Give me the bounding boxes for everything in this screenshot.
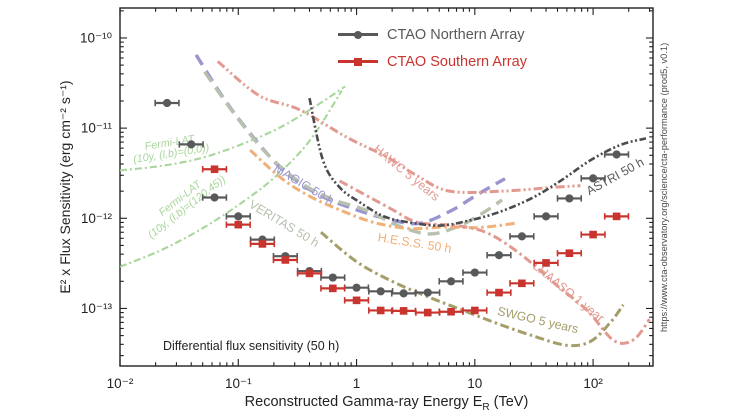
curve-swgo xyxy=(319,231,625,348)
svg-text:10⁻¹³: 10⁻¹³ xyxy=(81,301,113,316)
legend-label-north: CTAO Northern Array xyxy=(387,26,525,43)
series-ctao-north xyxy=(154,98,630,298)
svg-text:SWGO 5 years: SWGO 5 years xyxy=(496,304,580,336)
curve-label-swgo: SWGO 5 years xyxy=(496,304,580,336)
series-ctao-south xyxy=(201,165,630,317)
svg-text:VERITAS 50 h: VERITAS 50 h xyxy=(247,197,322,250)
legend-square-south-icon xyxy=(354,57,362,66)
watermark-url: https://www.cta-observatory.org/science/… xyxy=(659,42,669,332)
curve-label-hess: H.E.S.S. 50 h xyxy=(377,230,453,256)
curve-fermi-lat-hl xyxy=(119,90,343,268)
svg-text:Fermi-LAT(10y, (l,b)=(120,45)): Fermi-LAT(10y, (l,b)=(120,45)) xyxy=(139,165,228,242)
curve-label-magic: MAGIC 50 h xyxy=(271,161,336,208)
x-axis-title-main: Reconstructed Gamma-ray Energy E xyxy=(244,394,483,410)
x-axis-title: Reconstructed Gamma-ray Energy ER (TeV) xyxy=(120,394,653,413)
svg-text:10: 10 xyxy=(467,376,482,391)
svg-text:H.E.S.S. 50 h: H.E.S.S. 50 h xyxy=(377,230,453,256)
y-axis-title: E² x Flux Sensitivity (erg cm⁻² s⁻¹) xyxy=(57,80,73,294)
legend-item-south: CTAO Southern Array xyxy=(338,48,527,75)
curve-veritas xyxy=(203,70,504,236)
legend-label-south: CTAO Southern Array xyxy=(387,53,527,70)
curve-lhaaso xyxy=(338,179,651,345)
svg-text:10²: 10² xyxy=(583,376,603,391)
legend-dot-north-icon xyxy=(354,30,362,39)
svg-text:Fermi-LAT(10y, (l,b)=(0,0)): Fermi-LAT(10y, (l,b)=(0,0)) xyxy=(131,131,211,166)
legend-marker-north-icon xyxy=(338,28,378,42)
x-axis-title-sub: R xyxy=(482,401,490,413)
x-axis-title-unit: (TeV) xyxy=(489,394,529,410)
x-tick-labels: 10⁻² 10⁻¹ 1 10 10² xyxy=(107,376,604,391)
chart-legend: CTAO Northern Array CTAO Southern Array xyxy=(338,21,527,75)
svg-text:10⁻¹⁰: 10⁻¹⁰ xyxy=(80,30,113,45)
curve-astri xyxy=(308,97,647,227)
legend-marker-south-icon xyxy=(338,55,378,69)
plot-frame xyxy=(119,7,654,367)
svg-text:10⁻²: 10⁻² xyxy=(107,376,134,391)
curve-label-veritas: VERITAS 50 h xyxy=(247,197,322,250)
svg-text:10⁻¹¹: 10⁻¹¹ xyxy=(81,121,113,136)
annotation-text: Differential flux sensitivity (50 h) xyxy=(163,339,340,353)
svg-text:MAGIC 50 h: MAGIC 50 h xyxy=(271,161,336,208)
axis-ticks xyxy=(119,8,653,366)
curve-fermi-lat-gc xyxy=(119,85,346,172)
svg-text:10⁻¹²: 10⁻¹² xyxy=(81,211,113,226)
svg-text:10⁻¹: 10⁻¹ xyxy=(225,376,252,391)
curve-label-fermi-lat-gc: Fermi-LAT(10y, (l,b)=(0,0)) xyxy=(131,131,211,166)
curve-label-fermi-lat-hl: Fermi-LAT(10y, (l,b)=(120,45)) xyxy=(139,165,228,242)
svg-text:1: 1 xyxy=(353,376,361,391)
y-tick-labels: 10⁻¹⁰ 10⁻¹¹ 10⁻¹² 10⁻¹³ xyxy=(80,30,113,315)
legend-item-north: CTAO Northern Array xyxy=(338,21,527,48)
svg-text:HAWC 5 years: HAWC 5 years xyxy=(371,142,443,204)
curve-hess xyxy=(249,149,516,231)
curve-label-hawc: HAWC 5 years xyxy=(371,142,443,204)
